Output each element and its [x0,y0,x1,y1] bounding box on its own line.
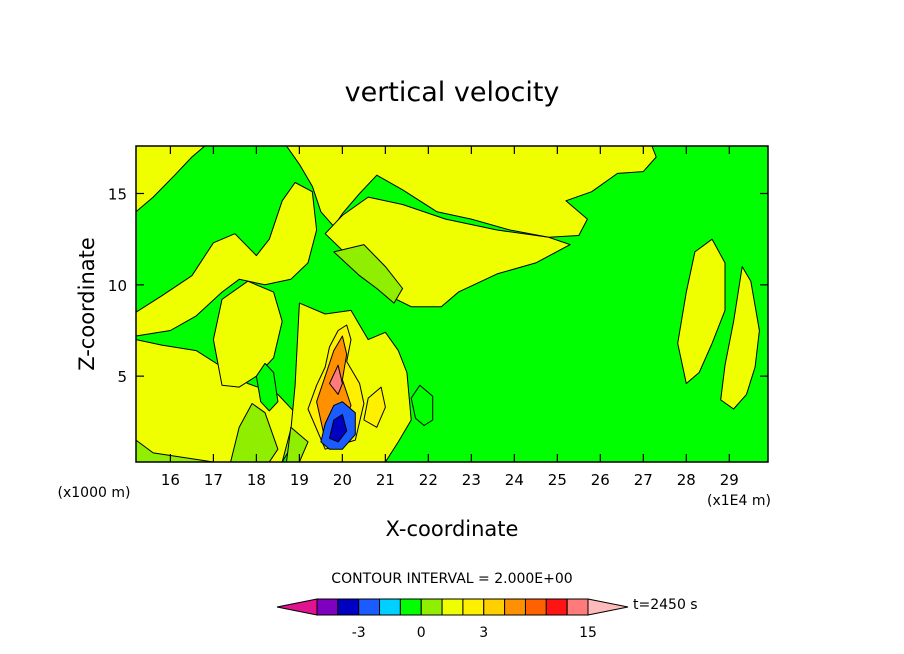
x-tick-label: 18 [247,471,266,489]
colorbar-segment [358,598,381,616]
x-tick-label: 21 [376,471,395,489]
y-tick-label: 15 [108,185,127,203]
contour-region-3 [136,146,206,213]
x-tick-label: 23 [462,471,481,489]
y-tick-label: 10 [108,277,127,295]
contour-region-11 [333,244,404,304]
contour-region-16 [329,364,343,395]
colorbar-segment [524,598,547,616]
contour-region-5 [212,280,283,388]
colorbar-segment [483,598,506,616]
colorbar-segment [504,598,526,616]
x-tick-label: 24 [505,471,524,489]
contour-region-2 [230,403,279,462]
contour-region-10 [720,266,760,410]
x-tick-label: 26 [591,471,610,489]
y-axis-label: Z-coordinate [75,237,99,371]
colorbar-segment [379,598,401,616]
chart-title: vertical velocity [345,77,560,108]
x-scale-note: (x1E4 m) [707,493,771,509]
x-tick-label: 16 [161,471,180,489]
colorbar-segment [399,598,422,616]
y-axis-ticks: 5 10 15 [108,185,768,386]
x-tick-label: 29 [720,471,739,489]
contour-region-6 [286,146,657,238]
colorbar-segment [566,598,589,616]
y-scale-note: (x1000 m) [58,485,131,501]
x-axis-ticks: 16 17 18 19 20 21 22 23 24 25 26 27 28 29 [161,146,739,489]
x-tick-label: 20 [333,471,352,489]
time-label: t=2450 s [633,597,698,613]
colorbar-tick-label: 15 [579,625,597,641]
contour-interval-label: CONTOUR INTERVAL = 2.000E+00 [331,571,572,587]
contour-region-12 [255,362,279,412]
x-tick-label: 28 [677,471,696,489]
colorbar-tick-label: 0 [417,625,426,641]
contour-region-20 [286,426,309,462]
plot-area [136,146,768,462]
x-tick-label: 17 [204,471,223,489]
colorbar-segment [441,598,464,616]
contour-region-13 [410,384,434,426]
contour-region-19 [329,414,348,443]
contour-region-17 [363,386,386,428]
colorbar-segment [337,598,360,616]
x-axis-label: X-coordinate [386,517,519,541]
x-tick-label: 22 [419,471,438,489]
colorbar-low-arrow [276,598,318,616]
colorbar-high-arrow [587,598,629,616]
colorbar-segment [316,598,339,616]
y-tick-label: 5 [117,368,127,386]
x-tick-label: 19 [290,471,309,489]
contour-region-4 [136,182,318,337]
colorbar-segment [420,598,443,616]
plot-frame [135,145,769,463]
colorbar-tick-label: -3 [352,625,366,641]
colorbar-tick-label: 3 [479,625,488,641]
colorbar-segment [462,598,485,616]
x-tick-label: 25 [548,471,567,489]
colorbar: -3 0 3 15 [276,598,629,641]
x-tick-label: 27 [634,471,653,489]
contour-region-9 [677,238,726,384]
colorbar-segment [545,598,568,616]
